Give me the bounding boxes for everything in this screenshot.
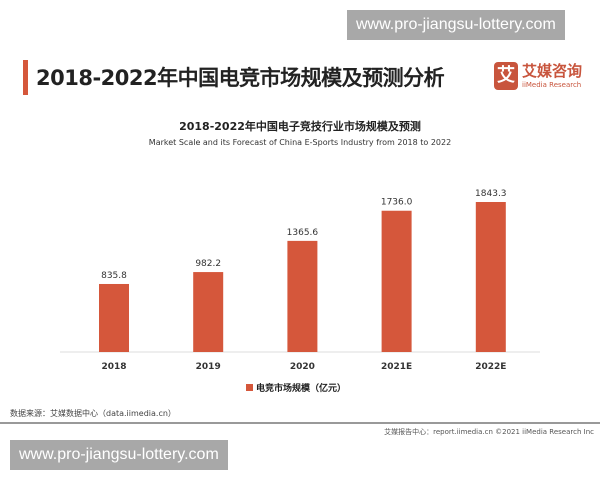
logo-icon: 艾: [494, 62, 518, 90]
data-label: 1736.0: [381, 198, 413, 208]
x-tick-label: 2020: [290, 362, 315, 372]
bar-2021E: [381, 210, 412, 352]
bar-2018: [99, 283, 129, 352]
logo-cn-text: 艾媒咨询: [522, 62, 583, 80]
data-source: 数据来源：艾媒数据中心（data.iimedia.cn）: [10, 409, 176, 418]
chart-title: 2018-2022年中国电子竞技行业市场规模及预测: [179, 120, 421, 133]
data-label: 1365.6: [287, 228, 319, 238]
page-title: 2018-2022年中国电竞市场规模及预测分析: [36, 66, 445, 90]
data-label: 835.8: [101, 271, 127, 281]
bar-2020: [287, 240, 318, 352]
data-label: 1843.3: [475, 189, 507, 199]
watermark-bottom: www.pro-jiangsu-lottery.com: [10, 440, 228, 470]
legend-label: 电竞市场规模（亿元）: [256, 384, 347, 394]
logo-en-text: iiMedia Research: [522, 81, 582, 89]
title-accent-bar: [23, 60, 28, 95]
watermark-top: www.pro-jiangsu-lottery.com: [347, 10, 565, 40]
chart-subtitle: Market Scale and its Forecast of China E…: [148, 138, 452, 147]
x-tick-label: 2022E: [475, 362, 506, 372]
x-tick-label: 2021E: [381, 362, 412, 372]
footer-credit: 艾媒报告中心：report.iimedia.cn ©2021 iiMedia R…: [384, 428, 594, 436]
legend: 电竞市场规模（亿元）: [246, 381, 346, 394]
bar-2019: [193, 272, 224, 352]
x-tick-label: 2019: [196, 362, 221, 372]
data-label: 982.2: [195, 259, 221, 269]
bar-2022E: [475, 202, 506, 352]
imedia-logo: 艾 艾媒咨询 iiMedia Research: [494, 62, 598, 98]
x-tick-label: 2018: [101, 362, 126, 372]
divider: [0, 422, 600, 424]
legend-swatch: [246, 384, 253, 391]
